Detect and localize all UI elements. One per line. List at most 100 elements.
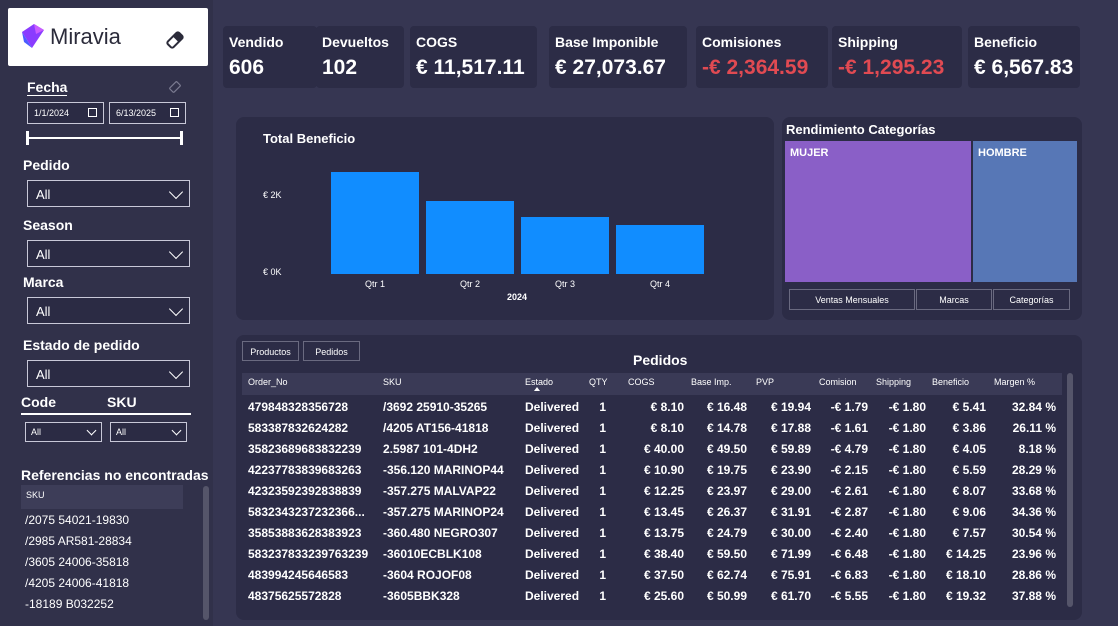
table-cell: € 49.50 bbox=[706, 442, 747, 456]
column-header[interactable]: COGS bbox=[628, 377, 655, 387]
table-cell: -€ 6.48 bbox=[830, 547, 868, 561]
date-slider-handle-end[interactable] bbox=[180, 131, 183, 145]
categorias-button[interactable]: Categorías bbox=[993, 289, 1070, 310]
table-cell: € 30.00 bbox=[770, 526, 811, 540]
table-cell: 1 bbox=[599, 442, 606, 456]
tile-label: HOMBRE bbox=[978, 147, 1027, 159]
table-row[interactable]: 35853883628383923 -360.480 NEGRO307 Delive… bbox=[236, 523, 1062, 544]
column-header[interactable]: Shipping bbox=[876, 377, 912, 387]
marca-dropdown[interactable]: All bbox=[27, 297, 190, 324]
kpi-value: 102 bbox=[322, 56, 358, 79]
table-cell: -357.275 MARINOP24 bbox=[383, 505, 504, 519]
table-row[interactable]: 42237783839683263 -356.120 MARINOP44 Deliv… bbox=[236, 460, 1062, 481]
column-header[interactable]: Estado bbox=[525, 377, 554, 387]
table-cell: € 40.00 bbox=[643, 442, 684, 456]
column-header[interactable]: Comision bbox=[819, 377, 857, 387]
bar-qtr-1[interactable] bbox=[331, 171, 419, 274]
bar-qtr-3[interactable] bbox=[521, 216, 609, 274]
table-cell: € 23.97 bbox=[706, 484, 747, 498]
table-cell: € 7.57 bbox=[952, 526, 986, 540]
column-header[interactable]: PVP bbox=[756, 377, 775, 387]
table-row[interactable]: 479848328356728/3692 25910-35265 Delivere… bbox=[236, 397, 1062, 418]
kpi-title: Vendido bbox=[229, 34, 284, 50]
estado-dropdown[interactable]: All bbox=[27, 360, 190, 387]
marcas-button[interactable]: Marcas bbox=[916, 289, 992, 310]
table-cell: -€ 1.80 bbox=[888, 400, 926, 414]
ref-item: -18189 B032252 bbox=[25, 597, 114, 611]
clear-filter-icon[interactable] bbox=[168, 80, 182, 94]
ventas-mensuales-button[interactable]: Ventas Mensuales bbox=[789, 289, 915, 310]
column-header[interactable]: Beneficio bbox=[932, 377, 970, 387]
treemap-tile-mujer[interactable]: MUJER bbox=[785, 141, 971, 282]
fecha-label: Fecha bbox=[27, 79, 68, 95]
chevron-down-icon bbox=[168, 364, 184, 380]
table-cell: -€ 1.80 bbox=[888, 442, 926, 456]
code-dropdown[interactable]: All bbox=[25, 422, 102, 442]
table-row[interactable]: 583237833239763239 -36010ECBLK108 Delivere… bbox=[236, 544, 1062, 565]
sku-dropdown[interactable]: All bbox=[110, 422, 187, 442]
table-cell: 42237783839683263 bbox=[248, 463, 362, 477]
kpi-card-vendido: Vendido 606 bbox=[223, 26, 317, 88]
table-cell: -€ 1.80 bbox=[888, 568, 926, 582]
table-cell: € 29.00 bbox=[770, 484, 811, 498]
column-header[interactable]: SKU bbox=[383, 377, 402, 387]
column-header[interactable]: Order_No bbox=[248, 377, 288, 387]
table-cell: 26.11 % bbox=[1012, 421, 1056, 435]
table-row[interactable]: 5832343237232366... -357.275 MARINOP24 Del… bbox=[236, 502, 1062, 523]
table-row[interactable]: 483994245646583 -3604 ROJOF08 Delivered 1 € … bbox=[236, 565, 1062, 586]
table-cell: 28.86 % bbox=[1011, 568, 1056, 582]
pedidos-table-panel: Productos Pedidos Pedidos Order_No SKU Est… bbox=[236, 335, 1082, 620]
date-slider-handle-start[interactable] bbox=[26, 131, 29, 145]
table-cell: € 59.89 bbox=[770, 442, 811, 456]
treemap-tile-hombre[interactable]: HOMBRE bbox=[973, 141, 1077, 282]
eraser-icon[interactable] bbox=[164, 29, 186, 51]
table-cell: Delivered bbox=[525, 526, 580, 540]
table-cell: 23.96 % bbox=[1011, 547, 1056, 561]
table-cell: -360.480 NEGRO307 bbox=[383, 526, 498, 540]
kpi-value: -€ 1,295.23 bbox=[838, 56, 945, 79]
table-cell: € 8.07 bbox=[952, 484, 986, 498]
refs-scrollbar[interactable] bbox=[203, 486, 209, 620]
column-header[interactable]: Base Imp. bbox=[691, 377, 732, 387]
table-cell: Delivered bbox=[525, 484, 580, 498]
pedido-value: All bbox=[36, 187, 51, 202]
pedido-dropdown[interactable]: All bbox=[27, 180, 190, 207]
table-cell: -€ 1.80 bbox=[888, 547, 926, 561]
table-cell: 1 bbox=[599, 526, 606, 540]
table-cell: -€ 1.80 bbox=[888, 589, 926, 603]
table-cell: Delivered bbox=[525, 505, 580, 519]
table-cell: -€ 4.79 bbox=[830, 442, 868, 456]
kpi-card-devueltos: Devueltos 102 bbox=[316, 26, 404, 88]
bar-qtr-4[interactable] bbox=[616, 225, 704, 274]
bar-chart: Qtr 1 Qtr 2 Qtr 3 Qtr 4 € 2K € 0K 2024 bbox=[236, 117, 774, 320]
column-header[interactable]: Margen % bbox=[994, 377, 1036, 387]
tab-productos[interactable]: Productos bbox=[242, 341, 299, 361]
code-value: All bbox=[31, 427, 42, 437]
table-cell: 35853883628383923 bbox=[248, 526, 362, 540]
table-cell: 35823689683832239 bbox=[248, 442, 362, 456]
kpi-card-beneficio: Beneficio € 6,567.83 bbox=[968, 26, 1080, 88]
date-from-input[interactable]: 1/1/2024 bbox=[27, 102, 104, 124]
column-header[interactable]: QTY bbox=[589, 377, 608, 387]
table-scrollbar[interactable] bbox=[1067, 373, 1073, 607]
table-cell: -€ 5.55 bbox=[830, 589, 868, 603]
table-cell: 1 bbox=[599, 463, 606, 477]
table-row[interactable]: 48375625572828 -3605BBK328 Delivered 1 € 25.… bbox=[236, 586, 1062, 607]
table-cell: € 26.37 bbox=[706, 505, 747, 519]
refs-header-label: SKU bbox=[26, 490, 45, 500]
table-cell: € 19.32 bbox=[945, 589, 986, 603]
table-cell: -€ 1.80 bbox=[888, 484, 926, 498]
table-cell: 1 bbox=[599, 568, 606, 582]
table-cell: 1 bbox=[599, 400, 606, 414]
season-dropdown[interactable]: All bbox=[27, 240, 190, 267]
table-row[interactable]: 35823689683832239 2.5987 101-4DH2 Delivere… bbox=[236, 439, 1062, 460]
table-row[interactable]: 42323592392838839 -357.275 MALVAP22 Delive… bbox=[236, 481, 1062, 502]
tab-pedidos[interactable]: Pedidos bbox=[303, 341, 360, 361]
date-to-input[interactable]: 6/13/2025 bbox=[109, 102, 186, 124]
x-tick-label: Qtr 3 bbox=[555, 279, 576, 289]
table-cell: -€ 1.80 bbox=[888, 463, 926, 477]
sort-asc-icon[interactable] bbox=[534, 387, 540, 391]
bar-qtr-2[interactable] bbox=[426, 200, 514, 274]
table-row[interactable]: 583387832624282/4205 AT156-41818 Delivere… bbox=[236, 418, 1062, 439]
x-tick-label: Qtr 4 bbox=[650, 279, 671, 289]
